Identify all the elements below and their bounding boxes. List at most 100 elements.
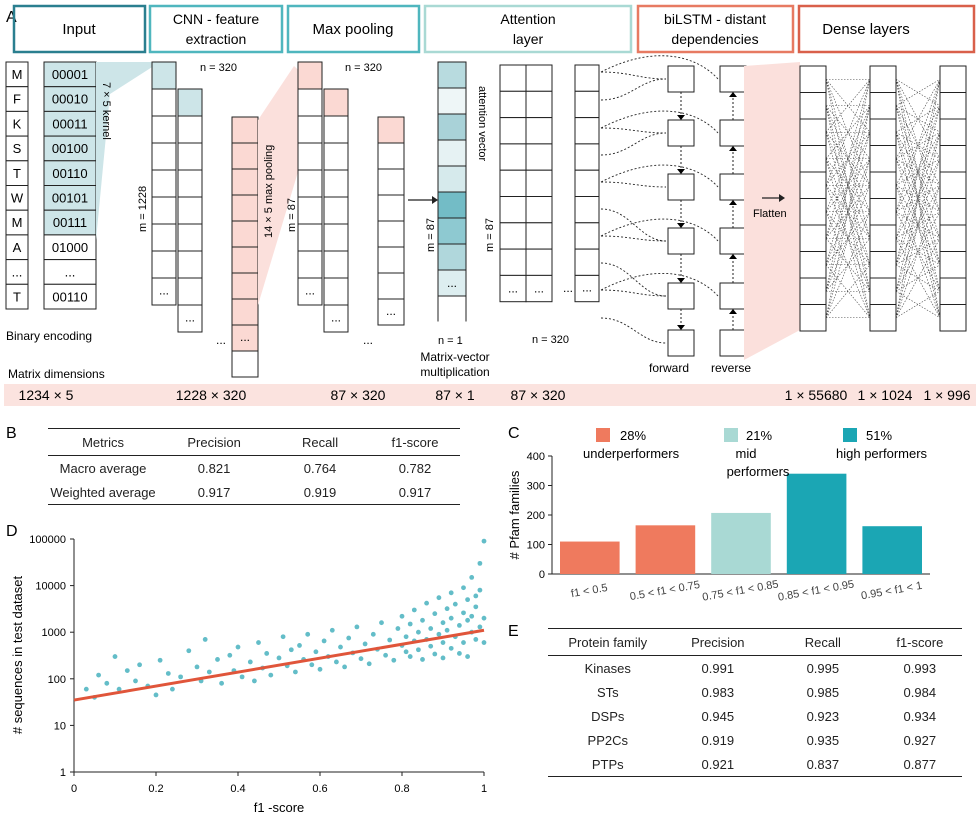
cell: DSPs — [591, 708, 625, 724]
attention-vector: ... — [437, 61, 467, 331]
scatter-point — [444, 606, 450, 612]
dense-neuron — [869, 92, 897, 120]
scatter-point — [358, 656, 364, 662]
map-cell — [499, 196, 527, 224]
scatter-point — [403, 634, 409, 640]
dense-connection — [895, 264, 941, 292]
dense-neuron — [939, 304, 967, 332]
map-cell — [323, 250, 349, 279]
map-cell — [525, 117, 553, 145]
dense-neuron — [869, 224, 897, 252]
cell: 0.764 — [303, 460, 337, 476]
scatter-point — [186, 648, 192, 654]
scatter-point — [428, 643, 434, 649]
protein-family-table: Protein family Precision Recall f1-score… — [548, 628, 962, 777]
scatter-point — [395, 626, 401, 631]
map-ellipsis: ... — [582, 281, 592, 295]
map-cell — [231, 272, 259, 300]
map-ellipsis: ... — [534, 281, 544, 295]
map-cell — [297, 196, 323, 225]
scatter-point — [407, 654, 413, 659]
scatter-point — [411, 607, 417, 613]
bar-category-label: 0.5 < f1 < 0.75 — [629, 579, 701, 603]
code-label: 00110 — [52, 289, 87, 304]
lstm-input-link — [600, 218, 719, 242]
scatter-y-tick-label: 1 — [60, 767, 66, 779]
dense-neuron — [869, 251, 897, 279]
scatter-point — [448, 590, 454, 596]
lstm-arrowhead — [677, 223, 685, 228]
scatter-point — [219, 680, 225, 686]
dense-connection — [825, 79, 871, 292]
scatter-y-axis-label: # sequences in test dataset — [10, 575, 25, 734]
lstm-forward-cell — [667, 227, 695, 255]
dense-neuron — [799, 277, 827, 305]
code-label: 00011 — [52, 116, 87, 131]
dense-connection — [895, 211, 941, 239]
lstm-arrowhead — [729, 92, 737, 97]
attention-cell — [437, 113, 467, 141]
scatter-point — [366, 661, 372, 667]
map-cell — [377, 168, 405, 196]
cnn-m-label: m = 1228 — [137, 186, 149, 232]
map-cell — [177, 223, 203, 252]
code-label: 00110 — [52, 166, 87, 181]
dense-connection — [895, 185, 941, 318]
dense-connection — [825, 79, 871, 239]
aa-label: ... — [12, 265, 23, 280]
lstm-reverse-cell — [719, 65, 747, 93]
table-row: STs 0.983 0.985 0.984 — [548, 680, 962, 704]
attention-cell — [437, 269, 467, 297]
scatter-point — [379, 620, 384, 626]
lstm-input-link — [600, 208, 667, 242]
lstm-reverse-cell — [719, 173, 747, 201]
map-cell — [499, 248, 527, 276]
scatter-point — [276, 655, 282, 661]
map-cell — [525, 274, 553, 303]
cell: 0.935 — [806, 732, 840, 748]
header-f1: f1-score — [369, 428, 460, 456]
scatter-point — [387, 637, 393, 643]
attention-cell — [437, 165, 467, 193]
map-cell — [574, 117, 600, 145]
map-cell — [574, 196, 600, 224]
map-cell — [151, 169, 177, 198]
map-cell — [297, 223, 323, 252]
bar-legend: 28% underperformers 21% mid performers 5… — [583, 428, 928, 479]
lstm-arrowhead — [677, 278, 685, 283]
aa-label: S — [13, 141, 22, 156]
scatter-point — [157, 657, 163, 663]
legend-swatch-under — [596, 428, 610, 442]
dense-neuron — [799, 118, 827, 146]
map-cell — [297, 88, 323, 117]
map-cell — [377, 246, 405, 274]
scatter-point — [338, 644, 343, 650]
map-cell — [574, 222, 600, 250]
scatter-point — [461, 610, 466, 616]
legend-pct-mid: 21% — [746, 428, 772, 443]
pool-n-label: n = 320 — [345, 62, 382, 74]
dense-connection — [895, 105, 941, 133]
scatter-point — [96, 672, 101, 678]
bar — [711, 512, 771, 574]
code-cell — [43, 283, 97, 310]
scatter-point — [313, 649, 319, 655]
dense-neuron — [799, 224, 827, 252]
legend-swatch-high — [843, 428, 857, 442]
reverse-label: reverse — [711, 361, 751, 375]
map-cell — [499, 169, 527, 197]
lstm-input-link — [600, 132, 667, 156]
stage-box-maxpool — [286, 4, 421, 54]
map-ellipsis: ... — [305, 284, 315, 298]
lstm-input-link — [600, 71, 667, 80]
scatter-point — [362, 641, 368, 647]
bar-category-label: f1 < 0.5 — [570, 582, 609, 600]
table-row: Weighted average 0.917 0.919 0.917 — [48, 480, 460, 505]
scatter-point — [477, 560, 483, 566]
dense-connection — [895, 184, 941, 213]
stage-label-cnn: CNN - feature — [173, 11, 260, 27]
cnn-n-label: n = 320 — [200, 62, 237, 74]
map-ellipsis: ... — [363, 333, 373, 347]
scatter-point — [477, 624, 483, 630]
scatter-point — [465, 654, 470, 659]
